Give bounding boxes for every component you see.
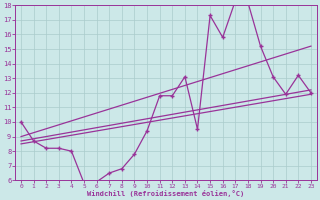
X-axis label: Windchill (Refroidissement éolien,°C): Windchill (Refroidissement éolien,°C)	[87, 190, 244, 197]
